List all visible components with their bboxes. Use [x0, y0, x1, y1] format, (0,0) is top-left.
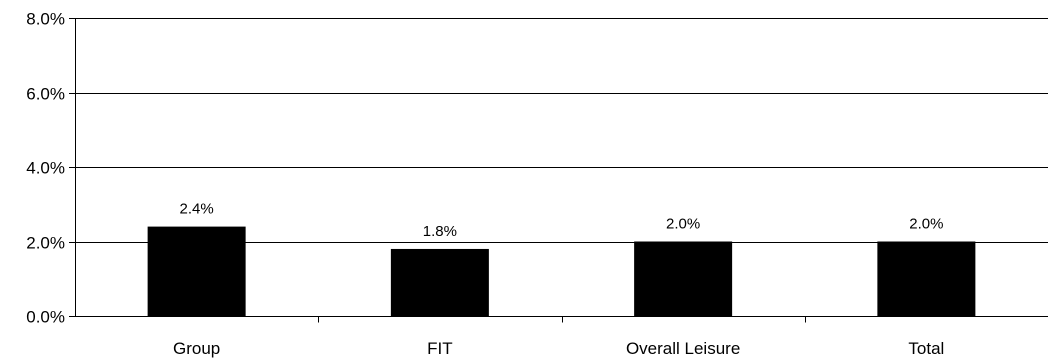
data-label: 2.0%	[666, 216, 700, 233]
x-tick-label: Group	[173, 339, 220, 358]
y-tick-label: 8.0%	[26, 10, 65, 29]
x-tick-label: Overall Leisure	[626, 339, 740, 358]
gridlines	[75, 18, 1048, 243]
data-label: 1.8%	[423, 223, 457, 240]
bars	[147, 226, 976, 316]
y-tick-label: 6.0%	[26, 85, 65, 104]
y-tick-label: 4.0%	[26, 159, 65, 178]
labels: 0.0% 2.0% 4.0% 6.0% 8.0% 2.4% Group 1.8% FIT 2.0%…	[26, 10, 944, 358]
bar	[877, 241, 976, 316]
x-tick-label: FIT	[427, 339, 453, 358]
y-tick-label: 2.0%	[26, 234, 65, 253]
bar	[390, 248, 489, 316]
bar	[634, 241, 733, 316]
x-tick-label: Total	[908, 339, 944, 358]
data-label: 2.0%	[909, 216, 943, 233]
data-label: 2.4%	[180, 201, 214, 218]
bar	[147, 226, 246, 316]
y-tick-label: 0.0%	[26, 308, 65, 327]
axes	[69, 18, 1048, 323]
